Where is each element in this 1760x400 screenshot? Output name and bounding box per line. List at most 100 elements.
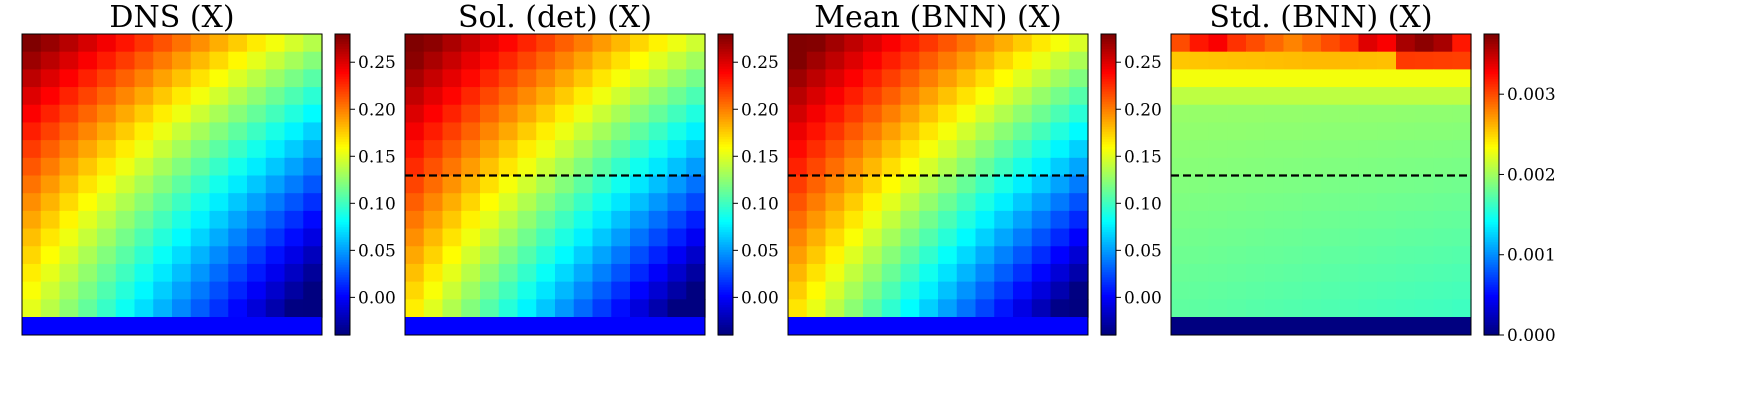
heatmap-cell [1031, 299, 1052, 318]
heatmap-cell [1031, 263, 1052, 283]
heatmap-cell [1283, 140, 1303, 159]
heatmap-cell [78, 246, 98, 265]
heatmap-cell [303, 104, 323, 124]
colorbar-step [1101, 141, 1116, 145]
heatmap-cell [630, 175, 650, 194]
heatmap-cell [667, 210, 687, 230]
colorbar-step [1484, 292, 1499, 296]
heatmap-cell [1208, 104, 1228, 124]
colorbar-step [1484, 219, 1499, 223]
heatmap-cell [228, 122, 248, 141]
heatmap-cell [648, 122, 669, 141]
heatmap-cell [806, 299, 827, 318]
boundary-band [1171, 317, 1471, 335]
heatmap-cell [630, 157, 650, 177]
heatmap-cell [97, 34, 117, 53]
heatmap-cell [1377, 281, 1397, 300]
heatmap-cell [40, 281, 61, 300]
colorbar-step [1484, 302, 1499, 306]
heatmap-cell [498, 175, 519, 194]
heatmap-cell [78, 140, 98, 159]
colorbar-step [718, 126, 733, 130]
heatmap-cell [1069, 299, 1089, 318]
colorbar-step [335, 289, 350, 293]
colorbar-step [1101, 197, 1116, 201]
heatmap-cell [881, 140, 902, 159]
colorbar-step [718, 94, 733, 98]
heatmap-cell [134, 51, 154, 70]
heatmap-cell [1050, 246, 1070, 265]
heatmap-cell [461, 246, 481, 265]
heatmap-cell [247, 299, 267, 318]
heatmap-cell [611, 193, 631, 212]
heatmap-cell [1013, 193, 1033, 212]
heatmap-cell [284, 51, 304, 70]
heatmap-cell [1358, 263, 1378, 283]
heatmap-cell [1396, 140, 1416, 159]
heatmap-cell [1358, 51, 1378, 70]
heatmap-cell [442, 122, 462, 141]
heatmap-cell [1339, 193, 1360, 212]
colorbar-frame [1100, 33, 1117, 336]
heatmap-cell [517, 87, 537, 106]
heatmap-cell [1031, 175, 1052, 194]
heatmap-cell [228, 228, 248, 247]
heatmap-cell [994, 87, 1014, 106]
heatmap-cell [1433, 175, 1453, 194]
colorbar-step [1101, 257, 1116, 261]
heatmap-cell [498, 228, 519, 247]
colorbar-step [718, 49, 733, 53]
heatmap-cell [881, 281, 902, 300]
colorbar-step [718, 232, 733, 236]
heatmap-cell [630, 87, 650, 106]
colorbar-step [1101, 124, 1116, 128]
heatmap-cell [97, 69, 117, 88]
heatmap-cell [97, 140, 117, 159]
heatmap-cell [994, 69, 1014, 88]
heatmap-cell [1227, 246, 1247, 265]
heatmap-cell [247, 175, 267, 194]
heatmap-cell [134, 140, 154, 159]
heatmap-cell [190, 193, 211, 212]
heatmap-cell [825, 34, 845, 53]
heatmap-cell [115, 122, 136, 141]
colorbar-step [718, 272, 733, 276]
colorbar-tick-label: 0.10 [741, 194, 779, 214]
colorbar-step [335, 277, 350, 281]
heatmap-cell [461, 193, 481, 212]
heatmap-cell [825, 246, 845, 265]
heatmap-cell [975, 51, 995, 70]
colorbar-step [718, 134, 733, 138]
heatmap-cell [1433, 228, 1453, 247]
heatmap-cell [1396, 228, 1416, 247]
colorbar-step [1484, 104, 1499, 108]
heatmap-cell [59, 51, 79, 70]
heatmap-cell [956, 87, 977, 106]
colorbar-step [1484, 36, 1499, 40]
heatmap-cell [1396, 87, 1416, 106]
colorbar-step [1484, 247, 1499, 251]
heatmap-cell [303, 69, 323, 88]
heatmap-cell [686, 228, 706, 247]
heatmap-cell [994, 299, 1014, 318]
heatmap-cell [172, 193, 192, 212]
colorbar-step [335, 239, 350, 243]
colorbar-step [718, 212, 733, 216]
heatmap-cell [863, 175, 883, 194]
heatmap-cell [938, 210, 958, 230]
colorbar-step [1484, 99, 1499, 103]
heatmap-cell [40, 87, 61, 106]
heatmap-cell [517, 122, 537, 141]
heatmap-cell [423, 210, 444, 230]
heatmap-cell [1414, 87, 1435, 106]
heatmap-cell [900, 228, 920, 247]
colorbar-step [335, 317, 350, 321]
colorbar-step [1101, 239, 1116, 243]
heatmap-cell [1283, 193, 1303, 212]
colorbar-step [1101, 324, 1116, 329]
heatmap-cell [115, 157, 136, 177]
heatmap-cell [1069, 87, 1089, 106]
heatmap-cell [247, 281, 267, 300]
colorbar-step [718, 247, 733, 251]
